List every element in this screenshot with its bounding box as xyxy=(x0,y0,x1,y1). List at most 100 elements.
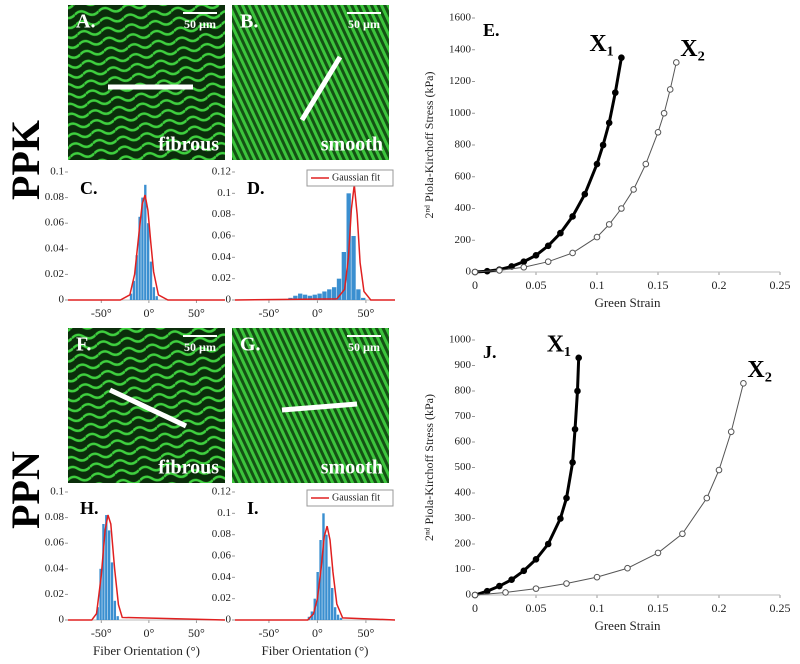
y-tick-label: 0 xyxy=(59,614,65,626)
x-tick-label: -50° xyxy=(259,306,280,320)
y-tick-label: 0.04 xyxy=(212,571,232,583)
y-tick-label: 0 xyxy=(466,589,472,601)
histogram-bar xyxy=(327,289,332,300)
y-tick-label: 0.12 xyxy=(212,166,231,178)
histogram-bar xyxy=(322,513,325,620)
panel-label: B. xyxy=(240,11,258,33)
row-label: PPK xyxy=(3,120,48,200)
x-tick-label: 0° xyxy=(143,306,154,320)
x-tick-label: -50° xyxy=(259,626,280,640)
y-tick-label: 1000 xyxy=(449,334,472,346)
y-axis-label: 2ⁿᵈ Piola-Kirchoff Stress (kPa) xyxy=(422,72,436,219)
histogram-bar xyxy=(149,261,153,300)
x-tick-label: 0.15 xyxy=(648,601,669,615)
data-point xyxy=(666,86,674,93)
histogram-bar xyxy=(331,588,334,620)
histogram-bar xyxy=(356,289,361,300)
histogram-bar xyxy=(319,540,322,620)
x-tick-label: 0.15 xyxy=(648,278,669,292)
histogram-bar xyxy=(331,287,337,300)
data-point xyxy=(483,587,491,595)
y-tick-label: 0 xyxy=(466,266,472,278)
y-tick-label: 0.04 xyxy=(45,562,65,574)
panel-label: A. xyxy=(76,11,95,33)
panel-label: F. xyxy=(76,334,91,356)
y-tick-label: 0.08 xyxy=(212,528,232,540)
histogram-bar xyxy=(141,197,144,300)
micrograph xyxy=(232,5,389,160)
histogram-bar xyxy=(135,255,138,300)
x-tick-label: 0 xyxy=(472,601,478,615)
scale-label: 50 µm xyxy=(184,17,216,31)
data-point xyxy=(471,268,479,276)
y-tick-label: 0.02 xyxy=(45,268,64,280)
y-tick-label: 0.06 xyxy=(212,230,232,242)
scale-label: 50 µm xyxy=(348,340,380,354)
legend-label: Gaussian fit xyxy=(332,172,380,183)
histogram-bar xyxy=(322,291,327,300)
histogram-bar xyxy=(317,293,322,300)
histogram-bar xyxy=(138,216,141,300)
data-point xyxy=(520,263,528,271)
data-point xyxy=(544,242,552,250)
y-tick-label: 0.06 xyxy=(45,217,65,229)
x-axis-label: Fiber Orientation (°) xyxy=(93,643,200,658)
fit-line xyxy=(68,514,226,621)
data-point xyxy=(532,556,540,563)
y-tick-label: 200 xyxy=(455,538,472,550)
x-tick-label: 0.2 xyxy=(712,601,727,615)
data-point xyxy=(599,141,607,149)
y-tick-label: 0 xyxy=(226,294,232,306)
y-tick-label: 0.04 xyxy=(45,242,65,254)
histogram-bar xyxy=(144,184,147,300)
x-axis-label: Green Strain xyxy=(594,295,661,310)
data-point xyxy=(630,186,637,193)
y-tick-label: 0 xyxy=(59,294,65,306)
scale-label: 50 µm xyxy=(348,17,380,31)
x-tick-label: 0 xyxy=(472,278,478,292)
y-tick-label: 0.02 xyxy=(45,588,64,600)
data-point xyxy=(544,540,552,548)
x-tick-label: 0° xyxy=(312,626,323,640)
data-point xyxy=(618,54,625,61)
legend-box xyxy=(306,169,394,187)
data-point xyxy=(673,59,680,66)
panel-label: D. xyxy=(247,178,265,198)
histogram-bar xyxy=(107,530,111,620)
overlay-line xyxy=(108,387,188,429)
histogram-bar xyxy=(298,293,303,300)
curve xyxy=(474,357,581,597)
data-point xyxy=(593,233,601,241)
x-tick-label: 0.1 xyxy=(590,601,605,615)
histogram-bar xyxy=(328,566,331,620)
histogram-bar xyxy=(110,562,114,620)
y-tick-label: 0.1 xyxy=(50,166,64,178)
data-point xyxy=(471,591,479,599)
y-tick-label: 1600 xyxy=(449,12,472,24)
x-tick-label: 0.2 xyxy=(712,278,727,292)
histogram-bar xyxy=(341,252,347,300)
x-tick-label: 0.1 xyxy=(590,278,605,292)
series-label: X₁ xyxy=(547,331,572,357)
data-point xyxy=(593,573,601,581)
histogram-bar xyxy=(116,616,119,620)
data-point xyxy=(563,494,570,502)
y-tick-label: 0 xyxy=(226,614,232,626)
data-point xyxy=(605,119,613,127)
fit-line xyxy=(235,525,396,621)
curve xyxy=(474,383,744,596)
panel-label: J. xyxy=(483,342,497,362)
data-point xyxy=(502,589,509,596)
x-axis-label: Green Strain xyxy=(594,618,661,633)
caption: smooth xyxy=(321,134,383,156)
y-tick-label: 800 xyxy=(455,385,472,397)
series-label: X₁ xyxy=(589,31,614,57)
panel-label: E. xyxy=(483,20,500,40)
data-point xyxy=(575,354,583,362)
y-tick-label: 400 xyxy=(455,487,472,499)
y-tick-label: 0.08 xyxy=(45,191,65,203)
data-point xyxy=(571,425,579,433)
y-tick-label: 0.04 xyxy=(212,251,232,263)
x-tick-label: 0° xyxy=(143,626,154,640)
